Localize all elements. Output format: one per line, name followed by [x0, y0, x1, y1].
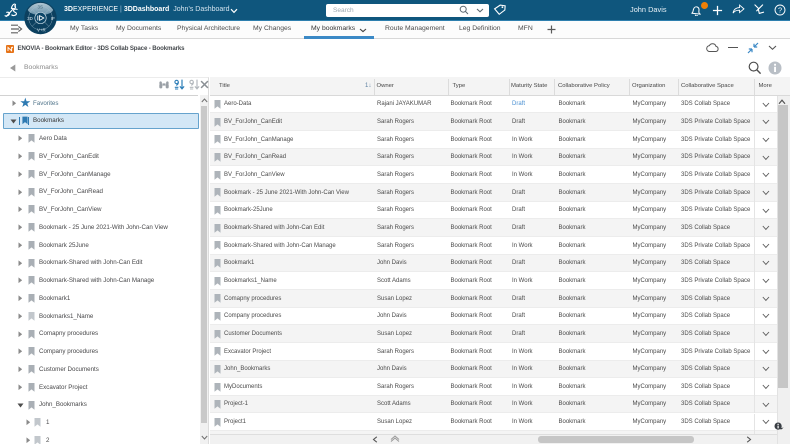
svg-text:?: ?	[778, 5, 782, 14]
svg-text:IF: IF	[51, 16, 55, 21]
svg-text:3S: 3S	[38, 5, 43, 10]
svg-text:V+R: V+R	[37, 27, 46, 32]
svg-text:3D: 3D	[27, 16, 33, 21]
